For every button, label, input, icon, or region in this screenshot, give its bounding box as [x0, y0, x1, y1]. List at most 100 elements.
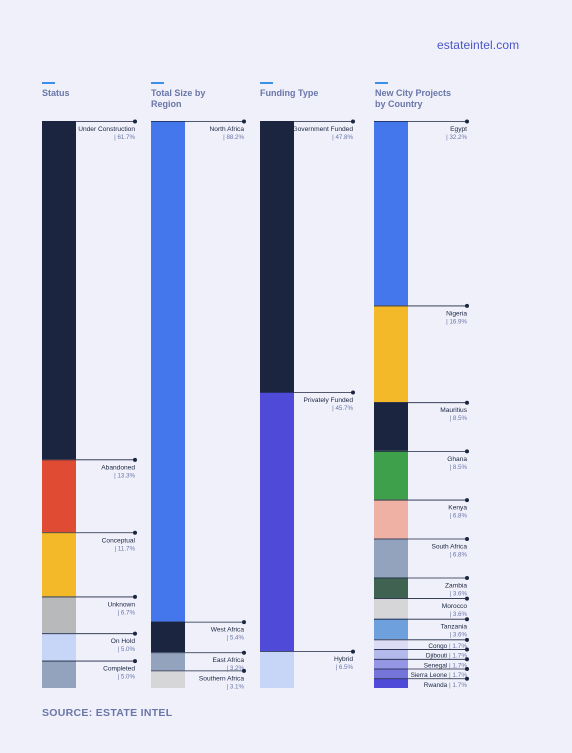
country-value-tanzania: | 3.6% [450, 632, 468, 639]
region-category-southern-africa: Southern Africa [199, 675, 244, 682]
country-bar-morocco [374, 598, 408, 619]
region-bar-west-africa [151, 621, 185, 653]
country-category-zambia: Zambia [445, 582, 467, 589]
country-dot-egypt [465, 119, 469, 124]
country-category-senegal: Senegal [424, 662, 447, 669]
country-category-tanzania: Tanzania [441, 624, 468, 631]
country-bar-sierra-leone [374, 668, 408, 679]
country-category-sierra-leone: Sierra Leone [411, 672, 448, 679]
funding-bar-government-funded [260, 121, 294, 393]
country-value-ghana: | 8.5% [450, 464, 468, 471]
country-value-mauritius: | 8.5% [450, 415, 468, 422]
status-bar-abandoned [42, 459, 76, 533]
country-label-rwanda: Rwanda | 1.7% [424, 682, 468, 689]
status-bar-under-construction [42, 121, 76, 460]
country-value-congo: | 1.7% [447, 643, 467, 650]
country-value-senegal: | 1.7% [447, 662, 467, 669]
region-dot-east-africa [242, 650, 246, 655]
country-bar-djibouti [374, 649, 408, 659]
brand-url: estateintel.com [437, 38, 520, 52]
country-category-ghana: Ghana [447, 456, 467, 463]
country-label-congo: Congo | 1.7% [428, 643, 467, 650]
country-label-senegal: Senegal | 1.7% [424, 662, 468, 669]
country-dot-kenya [465, 498, 469, 503]
funding-dot-hybrid [351, 649, 355, 654]
country-value-egypt: | 32.2% [446, 134, 467, 141]
status-bar-unknown [42, 596, 76, 634]
country-value-rwanda: | 1.7% [447, 682, 467, 689]
country-bar-mauritius [374, 402, 408, 451]
region-value-north-africa: | 88.2% [223, 134, 244, 141]
region-category-east-africa: East Africa [212, 657, 244, 664]
status-dot-conceptual [133, 530, 137, 535]
country-dot-congo [465, 637, 469, 642]
country-title-accent [375, 82, 388, 84]
status-value-unknown: | 6.7% [118, 609, 136, 616]
source-note: SOURCE: ESTATE INTEL [42, 707, 173, 719]
status-bar-conceptual [42, 532, 76, 597]
country-bar-senegal [374, 658, 408, 669]
country-bar-egypt [374, 121, 408, 306]
country-value-djibouti: | 1.7% [447, 653, 467, 660]
status-category-abandoned: Abandoned [101, 464, 135, 471]
country-value-nigeria: | 16.9% [446, 318, 467, 325]
region-title-accent [151, 82, 164, 84]
status-value-abandoned: | 13.3% [114, 472, 135, 479]
status-bar-on-hold [42, 633, 76, 661]
country-bar-congo [374, 639, 408, 650]
status-value-completed: | 5.0% [118, 674, 136, 681]
funding-value-privately-funded: | 45.7% [332, 405, 353, 412]
country-title-line-1: New City Projects [375, 88, 452, 98]
funding-value-government-funded: | 47.8% [332, 134, 353, 141]
country-bar-zambia [374, 577, 408, 599]
country-chart-title: New City Projects by Country [375, 88, 451, 110]
funding-category-privately-funded: Privately Funded [304, 397, 354, 404]
region-value-west-africa: | 5.4% [227, 635, 245, 642]
status-value-under-construction: | 61.7% [114, 134, 135, 141]
region-bar-north-africa [151, 121, 185, 622]
region-category-north-africa: North Africa [210, 126, 245, 133]
country-dot-rwanda [465, 676, 469, 681]
region-title-line-1: Total Size by [151, 88, 206, 98]
funding-title-accent [260, 82, 273, 84]
country-category-nigeria: Nigeria [446, 310, 467, 317]
region-category-west-africa: West Africa [211, 627, 245, 634]
country-bar-nigeria [374, 305, 408, 403]
country-dot-djibouti [465, 647, 469, 652]
country-category-mauritius: Mauritius [440, 407, 467, 414]
funding-category-government-funded: Government Funded [293, 126, 354, 133]
region-title-line-2: Region [151, 99, 182, 109]
country-dot-mauritius [465, 400, 469, 405]
status-value-on-hold: | 5.0% [118, 646, 136, 653]
country-dot-tanzania [465, 617, 469, 622]
country-value-kenya: | 6.8% [450, 513, 468, 520]
country-dot-south-africa [465, 537, 469, 542]
funding-category-hybrid: Hybrid [334, 656, 353, 663]
country-value-zambia: | 3.6% [450, 590, 468, 597]
country-dot-senegal [465, 657, 469, 662]
funding-dot-privately-funded [351, 390, 355, 395]
region-bar-east-africa [151, 652, 185, 671]
funding-chart-title: Funding Type [260, 88, 318, 99]
funding-bar-privately-funded [260, 392, 294, 652]
country-category-congo: Congo [428, 643, 447, 650]
region-value-east-africa: | 3.2% [227, 665, 245, 672]
country-bar-rwanda [374, 678, 408, 688]
country-category-rwanda: Rwanda [424, 682, 448, 689]
country-dot-morocco [465, 596, 469, 601]
country-dot-zambia [465, 575, 469, 580]
region-dot-southern-africa [242, 668, 246, 673]
status-bar-completed [42, 660, 76, 688]
funding-title-line: Funding Type [260, 88, 319, 98]
country-label-djibouti: Djibouti | 1.7% [426, 653, 467, 660]
country-dot-ghana [465, 449, 469, 454]
status-category-under-construction: Under Construction [78, 126, 135, 133]
country-bar-kenya [374, 499, 408, 539]
status-title-accent [42, 82, 55, 84]
status-dot-completed [133, 659, 137, 664]
country-category-south-africa: South Africa [431, 544, 467, 551]
status-title-line: Status [42, 88, 70, 98]
region-bar-southern-africa [151, 670, 185, 688]
country-dot-sierra-leone [465, 667, 469, 672]
